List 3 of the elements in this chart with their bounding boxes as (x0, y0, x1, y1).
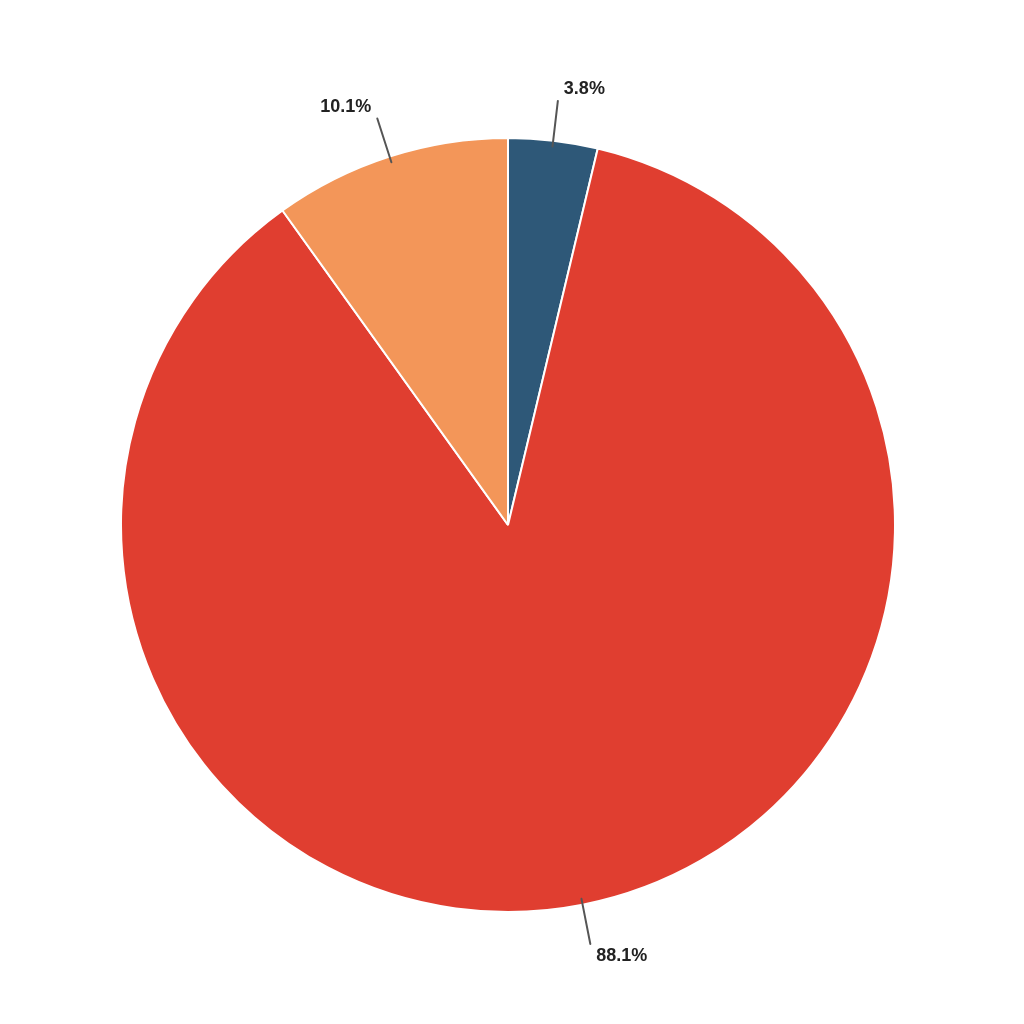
data-label: 10.1% (320, 96, 372, 117)
data-label: 88.1% (596, 944, 648, 965)
data-label: 3.8% (563, 77, 605, 98)
